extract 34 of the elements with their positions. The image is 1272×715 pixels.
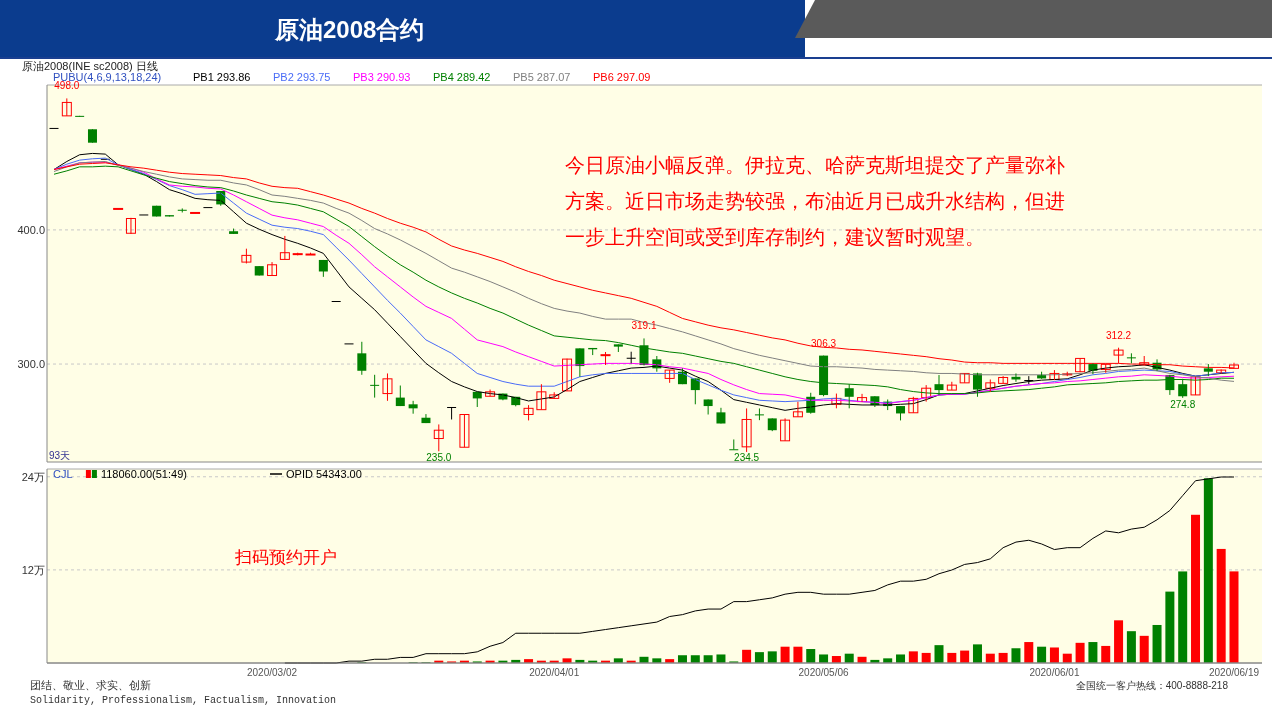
annotation: 扫码预约开户: [234, 548, 337, 567]
annotation: 319.1: [631, 320, 657, 332]
text: 全国统一客户热线：400-8888-218: [1075, 680, 1229, 691]
text: PB3 290.93: [353, 71, 411, 83]
text: PB1 293.86: [193, 71, 251, 83]
text: PB2 293.75: [273, 71, 331, 83]
annotation: 274.8: [1170, 398, 1196, 410]
text: PB4 289.42: [433, 71, 491, 83]
y-tick-label: 300.0: [17, 358, 45, 371]
legend-title: CJL: [53, 468, 73, 480]
legend-title: PUBU(4,6,9,13,18,24): [53, 71, 162, 83]
x-tick-label: 2020/06/19: [1208, 667, 1260, 678]
x-tick-label: 2020/04/01: [529, 667, 580, 678]
chart-title: 原油2008合约: [274, 16, 425, 43]
legend-label: 118060.00(51:49): [100, 468, 187, 480]
x-tick-label: 2020/03/02: [247, 667, 298, 678]
annotation: 306.3: [811, 337, 837, 349]
annotation: 235.0: [426, 452, 452, 463]
x-tick-label: 2020/06/01: [1029, 667, 1080, 678]
legend-label: OPID 54343.00: [286, 468, 362, 480]
annotation: 312.2: [1106, 329, 1132, 341]
annotation: 今日原油小幅反弹。伊拉克、哈萨克斯坦提交了产量弥补方案。近日市场走势较强，布油近月已成升水结构，但进一步上升空间或受到库存制约，建议暂时观望。: [565, 154, 1065, 248]
x-tick-label: 2020/05/06: [798, 667, 850, 678]
text: PB6 297.09: [593, 71, 651, 83]
chart-subtitle: 原油2008(INE sc2008) 日线: [22, 60, 158, 72]
text: Solidarity, Professionalism, Factualism, Innovation: [30, 695, 337, 706]
text: PB5 287.07: [513, 71, 571, 83]
text: 团结、敬业、求实、创新: [30, 679, 151, 691]
annotation: 498.0: [54, 80, 80, 92]
y-tick-label: 400.0: [17, 223, 45, 236]
annotation: 234.5: [734, 452, 760, 463]
y-tick-label: 12万: [21, 563, 45, 576]
y-tick-label: 24万: [21, 470, 45, 483]
annotation: 93天: [49, 450, 71, 461]
